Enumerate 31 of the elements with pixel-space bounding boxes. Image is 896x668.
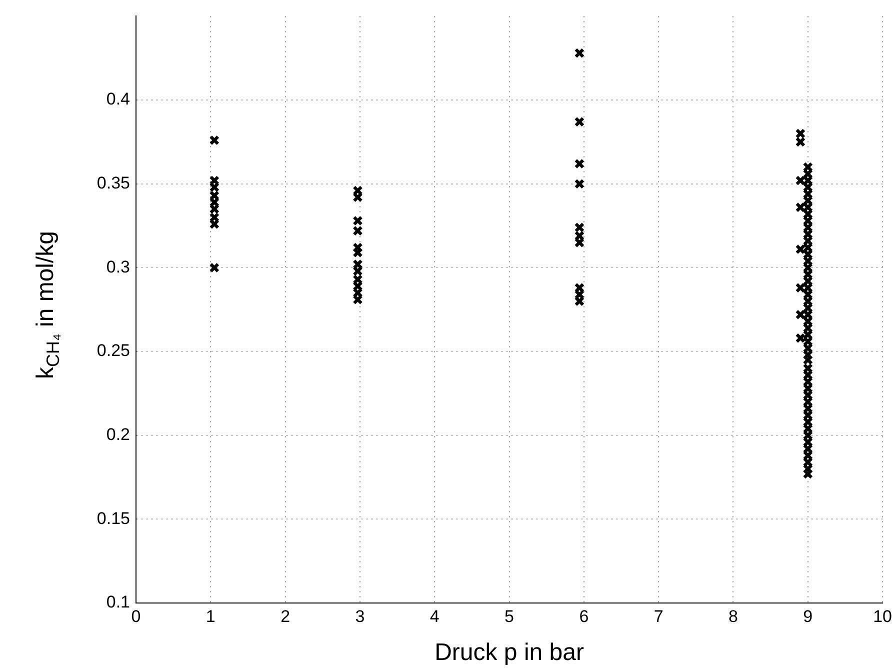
x-tick-label: 7 bbox=[654, 606, 664, 626]
point bbox=[795, 332, 806, 344]
x-tick-label: 0 bbox=[131, 606, 141, 626]
x-tick-label: 9 bbox=[803, 606, 813, 626]
y-tick-label: 0.4 bbox=[106, 90, 130, 109]
point bbox=[795, 282, 806, 293]
y-tick-label: 0.1 bbox=[106, 592, 130, 612]
x-axis-title: Druck p in bar bbox=[434, 639, 584, 666]
y-tick-label: 0.15 bbox=[96, 508, 130, 528]
x-tick-label: 6 bbox=[579, 606, 589, 626]
x-tick-label: 3 bbox=[355, 606, 365, 626]
x-tick-label: 8 bbox=[728, 606, 738, 626]
x-tick-label: 5 bbox=[504, 606, 514, 626]
point bbox=[795, 175, 806, 186]
x-tick-label: 2 bbox=[280, 606, 290, 626]
point bbox=[574, 178, 585, 189]
point bbox=[795, 309, 806, 320]
point bbox=[795, 202, 806, 212]
y-tick-label: 0.25 bbox=[96, 341, 130, 360]
point bbox=[209, 135, 220, 146]
y-tick-label: 0.2 bbox=[106, 425, 130, 444]
point bbox=[795, 244, 806, 254]
x-tick-label: 1 bbox=[206, 606, 216, 626]
point bbox=[574, 116, 585, 127]
x-tick-label: 10 bbox=[873, 606, 892, 626]
point bbox=[574, 158, 585, 169]
point bbox=[209, 262, 220, 273]
point bbox=[574, 48, 585, 58]
x-tick-label: 4 bbox=[430, 606, 440, 626]
y-tick-label: 0.35 bbox=[96, 174, 130, 193]
y-tick-label: 0.3 bbox=[106, 257, 130, 276]
